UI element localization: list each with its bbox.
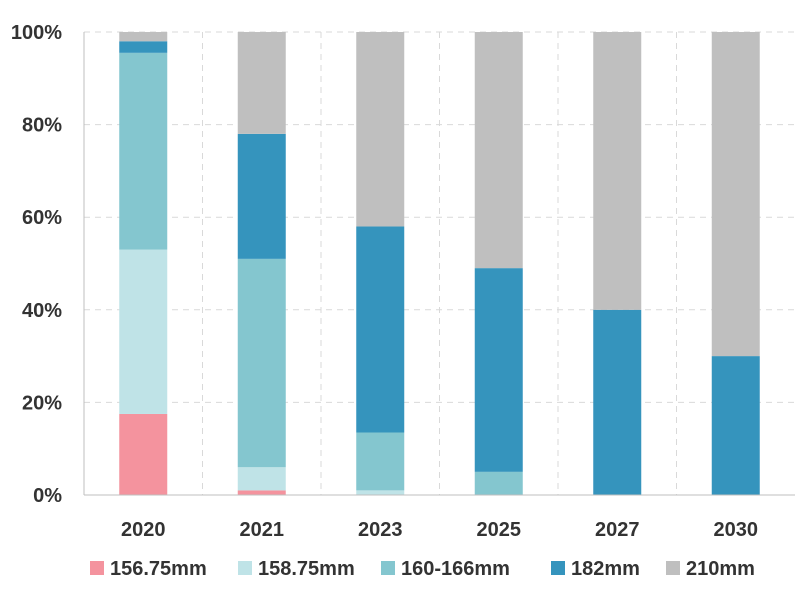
legend: 156.75mm 158.75mm 160-166mm 182mm 210mm	[90, 558, 755, 580]
y-tick-label: 80%	[22, 115, 62, 137]
x-tick-label: 2020	[121, 519, 166, 541]
bar-2023-series-2	[356, 432, 405, 491]
x-tick-label: 2030	[714, 519, 759, 541]
x-tick-label: 2027	[595, 519, 640, 541]
bar-2025-series-3	[474, 268, 523, 472]
bars-layer	[119, 32, 760, 495]
bar-2020-series-2	[119, 52, 168, 250]
legend-swatch	[381, 561, 395, 575]
x-tick-label: 2021	[240, 519, 285, 541]
bar-2021-series-3	[237, 133, 286, 259]
bar-2020-series-1	[119, 249, 168, 414]
y-tick-labels: 0% 20% 40% 60% 80% 100%	[11, 22, 62, 507]
bar-2025-series-4	[474, 32, 523, 269]
bar-2021-series-4	[237, 32, 286, 134]
bar-2027-series-4	[593, 32, 642, 310]
legend-label: 210mm	[686, 558, 755, 580]
bar-2021-series-2	[237, 258, 286, 468]
bar-2027-series-3	[593, 309, 642, 495]
bar-2025-series-2	[474, 471, 523, 495]
bar-2020-series-3	[119, 41, 168, 53]
x-tick-label: 2023	[358, 519, 403, 541]
y-tick-label: 60%	[22, 207, 62, 229]
legend-label: 158.75mm	[258, 558, 355, 580]
bar-2030-series-4	[711, 32, 760, 357]
bar-2023-series-3	[356, 226, 405, 433]
grid-layer	[84, 31, 795, 495]
bar-2030-series-3	[711, 356, 760, 495]
legend-label: 182mm	[571, 558, 640, 580]
legend-label: 160-166mm	[401, 558, 510, 580]
legend-swatch	[666, 561, 680, 575]
y-tick-label: 40%	[22, 300, 62, 322]
legend-swatch	[90, 561, 104, 575]
legend-swatch	[551, 561, 565, 575]
x-tick-labels: 2020 2021 2023 2025 2027 2030	[121, 519, 758, 541]
bar-2023-series-1	[356, 490, 405, 495]
legend-label: 156.75mm	[110, 558, 207, 580]
legend-swatch	[238, 561, 252, 575]
bar-2021-series-1	[237, 467, 286, 491]
bar-2020-series-0	[119, 413, 168, 495]
bar-2021-series-0	[237, 490, 286, 495]
bar-2020-series-4	[119, 32, 168, 42]
y-tick-label: 0%	[33, 485, 62, 507]
axis-layer	[83, 32, 795, 496]
x-tick-label: 2025	[477, 519, 522, 541]
y-tick-label: 100%	[11, 22, 62, 44]
bar-2023-series-4	[356, 32, 405, 227]
y-tick-label: 20%	[22, 392, 62, 414]
